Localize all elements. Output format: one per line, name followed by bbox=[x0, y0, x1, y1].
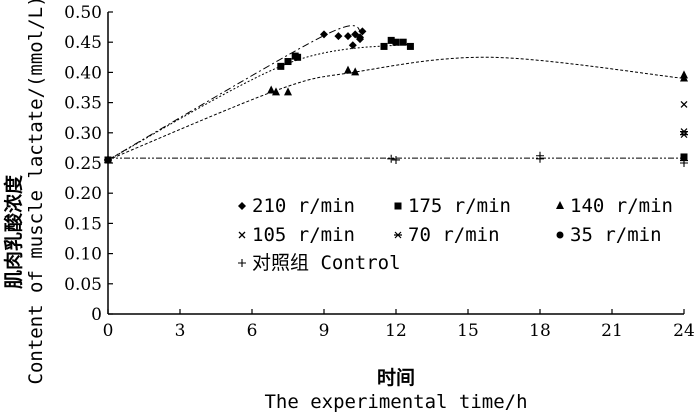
y-tick-label: 0.25 bbox=[64, 154, 102, 174]
y-tick-label: 0.35 bbox=[64, 94, 102, 114]
x-tick-label: 3 bbox=[175, 321, 186, 341]
x-axis-title: The experimental time/h bbox=[264, 391, 527, 413]
x-tick-label: 6 bbox=[247, 321, 258, 341]
y-tick-label: 0.30 bbox=[64, 124, 102, 144]
legend-marker-6 bbox=[238, 259, 246, 267]
legend-marker-4 bbox=[394, 231, 402, 239]
data-point-s3-p1 bbox=[680, 100, 688, 108]
y-tick-label: 0.15 bbox=[64, 214, 102, 234]
data-point-s1-p7 bbox=[392, 38, 400, 46]
legend-marker-5 bbox=[556, 231, 564, 239]
legend-label-3: 105 r/min bbox=[252, 224, 355, 246]
data-point-s6-p0 bbox=[104, 155, 112, 164]
x-tick-label: 18 bbox=[529, 321, 551, 341]
legend-label-4: 70 r/min bbox=[408, 224, 500, 246]
x-tick-label: 9 bbox=[319, 321, 330, 341]
legend-label-1: 175 r/min bbox=[408, 195, 511, 217]
y-tick-label: 0.45 bbox=[64, 33, 102, 53]
data-points bbox=[104, 27, 688, 167]
legend-marker-0 bbox=[238, 202, 246, 210]
legend-label-2: 140 r/min bbox=[570, 195, 673, 217]
y-tick-label: 0.40 bbox=[64, 63, 102, 83]
y-tick-label: 0.10 bbox=[64, 245, 102, 265]
trend-line-1 bbox=[107, 43, 411, 161]
y-tick-label: 0 bbox=[91, 305, 102, 325]
legend-label-6: 对照组 Control bbox=[252, 252, 401, 274]
data-point-s1-p5 bbox=[380, 42, 388, 50]
data-point-s2-p2 bbox=[272, 87, 280, 96]
y-tick-label: 0.20 bbox=[64, 184, 102, 204]
data-point-s0-p2 bbox=[334, 32, 343, 41]
legend-marker-3 bbox=[238, 231, 246, 239]
legend-marker-2 bbox=[556, 201, 564, 209]
trend-lines bbox=[107, 25, 685, 161]
data-point-s0-p4 bbox=[348, 41, 357, 50]
legend: 210 r/min 175 r/min 140 r/min 105 r/min 70 r… bbox=[238, 195, 673, 274]
x-tick-label: 12 bbox=[385, 321, 407, 341]
data-point-s1-p1 bbox=[277, 62, 285, 70]
data-point-s1-p4 bbox=[294, 53, 302, 61]
data-point-s1-p2 bbox=[284, 58, 292, 66]
data-point-s6-p4 bbox=[536, 154, 544, 163]
data-point-s2-p3 bbox=[284, 87, 292, 96]
data-point-s2-p5 bbox=[351, 67, 360, 76]
data-point-s1-p6 bbox=[387, 36, 395, 44]
legend-label-5: 35 r/min bbox=[570, 224, 662, 246]
data-point-s1-p8 bbox=[399, 38, 407, 46]
data-point-s0-p1 bbox=[320, 30, 328, 39]
data-point-s1-p9 bbox=[406, 42, 414, 50]
legend-label-0: 210 r/min bbox=[252, 195, 355, 217]
x-tick-label: 24 bbox=[673, 321, 695, 341]
y-tick-label: 0.05 bbox=[64, 275, 102, 295]
data-point-s0-p3 bbox=[344, 32, 352, 41]
axes: 0 3 6 9 12 15 18 21 24 0 0.05 0.10 0.15 0.20 0.25 0.30 0… bbox=[64, 3, 695, 341]
data-point-s6-p1 bbox=[387, 154, 396, 163]
x-tick-label: 0 bbox=[103, 321, 114, 341]
trend-line-0 bbox=[107, 25, 363, 161]
x-tick-label: 21 bbox=[601, 321, 623, 341]
x-axis-title-cn: 时间 bbox=[377, 367, 415, 389]
axis-titles: 时间 The experimental time/h 肌肉乳酸浓度 Conten… bbox=[2, 0, 528, 413]
data-point-s2-p4 bbox=[344, 65, 352, 74]
y-tick-label: 0.50 bbox=[64, 3, 102, 23]
data-point-s4-p2 bbox=[680, 131, 688, 139]
data-point-s2-p1 bbox=[267, 85, 276, 94]
data-point-s0-p8 bbox=[356, 35, 364, 44]
legend-marker-1 bbox=[394, 202, 402, 210]
data-point-s6-p2 bbox=[392, 155, 400, 164]
x-tick-label: 15 bbox=[457, 321, 479, 341]
data-point-s2-p7 bbox=[680, 70, 688, 79]
data-point-s0-p7 bbox=[358, 27, 367, 36]
y-axis-title-cn: 肌肉乳酸浓度 bbox=[2, 174, 25, 289]
y-axis-title: Content of muscle lactate/(mmol/L) bbox=[25, 0, 47, 384]
data-point-s6-p6 bbox=[680, 159, 688, 167]
